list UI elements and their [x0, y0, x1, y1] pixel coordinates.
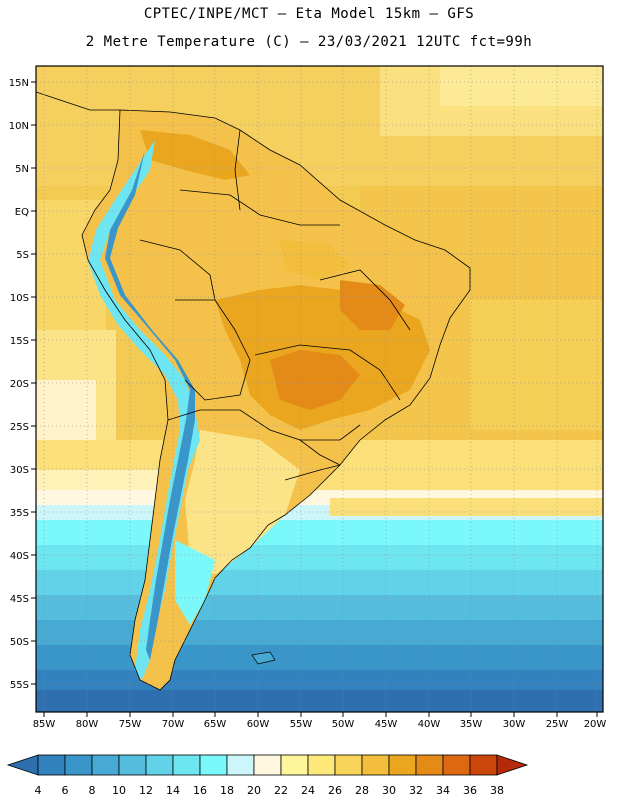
lat-label: 5S	[16, 250, 29, 261]
colorbar-tick-label: 18	[220, 784, 234, 797]
lat-label: 15N	[9, 78, 29, 89]
lat-label: 50S	[10, 637, 29, 648]
colorbar-tick-label: 30	[382, 784, 396, 797]
lat-label: 10N	[9, 121, 29, 132]
longitude-labels: 85W 80W 75W 70W 65W 60W 55W 50W 45W 40W …	[33, 719, 607, 730]
colorbar-tick-label: 10	[112, 784, 126, 797]
colorbar-swatch	[226, 754, 255, 776]
colorbar-tick-label: 34	[436, 784, 450, 797]
lon-label: 25W	[546, 719, 569, 730]
colorbar-tick-label: 16	[193, 784, 207, 797]
andes-cold-band	[88, 140, 200, 680]
lon-label: 60W	[247, 719, 270, 730]
lat-label: 10S	[10, 293, 29, 304]
lon-label: 50W	[332, 719, 355, 730]
lat-label: 15S	[10, 336, 29, 347]
lat-label: 5N	[15, 164, 29, 175]
colorbar-swatch	[37, 754, 66, 776]
colorbar-swatch	[415, 754, 444, 776]
lat-label: EQ	[15, 207, 29, 218]
lon-label: 80W	[76, 719, 99, 730]
colorbar-left-arrow	[6, 754, 39, 776]
colorbar-swatch	[64, 754, 93, 776]
lon-label: 65W	[204, 719, 227, 730]
colorbar-swatch	[388, 754, 417, 776]
colorbar-tick-label: 26	[328, 784, 342, 797]
colorbar-tick-label: 38	[490, 784, 504, 797]
colorbar-swatch	[361, 754, 390, 776]
colorbar-tick-label: 36	[463, 784, 477, 797]
map-title-line1: CPTEC/INPE/MCT — Eta Model 15km — GFS	[143, 6, 475, 22]
colorbar-tick-label: 12	[139, 784, 153, 797]
map-frame	[35, 65, 604, 713]
colorbar-tick-label: 32	[409, 784, 423, 797]
lon-label: 70W	[162, 719, 185, 730]
lat-label: 45S	[10, 594, 29, 605]
lat-label: 55S	[10, 680, 29, 691]
temperature-field	[36, 66, 603, 712]
colorbar-tick-label: 14	[166, 784, 180, 797]
map-title-line2: 2 Metre Temperature (C) — 23/03/2021 12U…	[85, 34, 533, 50]
lon-label: 35W	[460, 719, 483, 730]
latitude-labels: 15N 10N 5N EQ 5S 10S 15S 20S 25S 30S 35S…	[9, 78, 29, 691]
colorbar-right-arrow	[496, 754, 529, 776]
lon-label: 30W	[503, 719, 526, 730]
colorbar-swatch	[199, 754, 228, 776]
lon-label: 85W	[33, 719, 56, 730]
lon-label: 45W	[375, 719, 398, 730]
lat-label: 35S	[10, 508, 29, 519]
colorbar-swatch	[442, 754, 471, 776]
colorbar-swatch	[307, 754, 336, 776]
colorbar-tick-label: 28	[355, 784, 369, 797]
graticule	[36, 66, 603, 712]
colorbar-tick-label: 6	[62, 784, 69, 797]
colorbar-tick-label: 20	[247, 784, 261, 797]
colorbar-swatch	[334, 754, 363, 776]
colorbar-tick-label: 8	[89, 784, 96, 797]
lat-label: 30S	[10, 465, 29, 476]
colorbar-legend: 4 6 8 10 12 14 16 18 20 22 24 26 28 30 32 34 36 38	[6, 754, 529, 797]
lat-label: 25S	[10, 422, 29, 433]
colorbar-swatch	[118, 754, 147, 776]
colorbar-swatch	[469, 754, 498, 776]
colorbar-tick-label: 24	[301, 784, 315, 797]
lon-label: 75W	[119, 719, 142, 730]
colorbar-swatch	[91, 754, 120, 776]
axis-ticks	[31, 81, 598, 717]
colorbar-swatch	[172, 754, 201, 776]
colorbar-swatch	[145, 754, 174, 776]
lon-label: 40W	[418, 719, 441, 730]
colorbar-tick-label: 22	[274, 784, 288, 797]
lon-label: 55W	[290, 719, 313, 730]
colorbar-swatch	[253, 754, 282, 776]
colorbar-swatch	[280, 754, 309, 776]
lon-label: 20W	[584, 719, 607, 730]
lat-label: 20S	[10, 379, 29, 390]
colorbar-tick-label: 4	[35, 784, 42, 797]
lat-label: 40S	[10, 551, 29, 562]
